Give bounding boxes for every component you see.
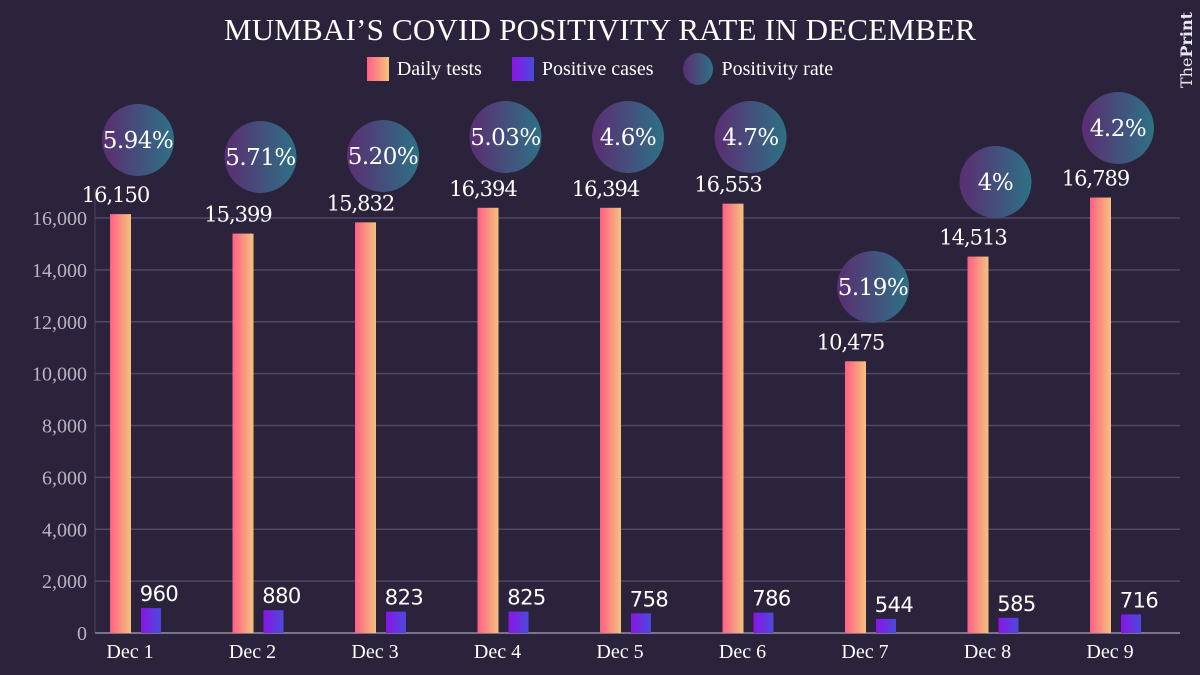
x-tick-label: Dec 8 bbox=[964, 641, 1011, 663]
y-tick-label: 6,000 bbox=[42, 467, 87, 489]
bar-daily-tests bbox=[1090, 197, 1111, 633]
label-positive-cases: 823 bbox=[385, 586, 424, 610]
label-daily-tests: 16,394 bbox=[449, 177, 517, 201]
label-positivity-rate: 4% bbox=[978, 170, 1014, 196]
positivity-rate-marker bbox=[224, 121, 297, 193]
label-positivity-rate: 5.19% bbox=[838, 275, 909, 301]
label-positive-cases: 585 bbox=[997, 592, 1036, 616]
bar-positive-cases bbox=[141, 608, 161, 633]
positivity-rate-marker bbox=[592, 101, 664, 173]
positivity-rate-marker bbox=[959, 146, 1032, 218]
label-positivity-rate: 5.71% bbox=[225, 145, 296, 171]
bar-daily-tests bbox=[845, 361, 866, 633]
y-tick-label: 8,000 bbox=[42, 416, 87, 438]
positivity-rate-marker bbox=[347, 120, 419, 192]
bar-positive-cases bbox=[386, 611, 406, 633]
positivity-rate-marker bbox=[1082, 92, 1154, 164]
positivity-rate-marker bbox=[714, 101, 787, 173]
label-positive-cases: 544 bbox=[875, 593, 914, 617]
y-tick-label: 10,000 bbox=[32, 364, 87, 386]
label-positive-cases: 786 bbox=[752, 587, 791, 611]
legend-label-positive-cases: Positive cases bbox=[541, 57, 654, 80]
label-positive-cases: 716 bbox=[1120, 588, 1159, 612]
label-positivity-rate: 4.7% bbox=[722, 125, 778, 151]
bar-daily-tests bbox=[232, 233, 254, 633]
label-positivity-rate: 5.20% bbox=[348, 144, 419, 170]
label-positive-cases: 825 bbox=[507, 586, 546, 610]
label-daily-tests: 15,832 bbox=[327, 191, 394, 215]
legend-item-positivity-rate: Positivity rate bbox=[683, 53, 833, 85]
legend-swatch-daily-tests bbox=[366, 57, 389, 81]
label-daily-tests: 14,513 bbox=[939, 226, 1006, 250]
label-positivity-rate: 5.94% bbox=[103, 128, 174, 154]
bar-positive-cases bbox=[1121, 614, 1141, 633]
x-tick-label: Dec 6 bbox=[719, 641, 766, 663]
x-tick-label: Dec 9 bbox=[1086, 641, 1133, 663]
x-tick-label: Dec 5 bbox=[596, 641, 643, 663]
bar-positive-cases bbox=[998, 617, 1019, 633]
label-positivity-rate: 4.2% bbox=[1090, 116, 1146, 142]
legend-swatch-positivity-rate bbox=[683, 53, 714, 85]
bar-positive-cases bbox=[508, 611, 529, 633]
bar-positive-cases bbox=[753, 612, 774, 633]
positivity-rate-marker bbox=[469, 101, 542, 173]
y-tick-label: 2,000 bbox=[42, 571, 87, 593]
legend-item-daily-tests: Daily tests bbox=[366, 57, 482, 81]
label-positive-cases: 758 bbox=[630, 587, 669, 611]
legend-label-positivity-rate: Positivity rate bbox=[721, 57, 834, 80]
label-daily-tests: 16,789 bbox=[1062, 167, 1129, 191]
bar-daily-tests bbox=[722, 203, 744, 633]
x-tick-label: Dec 1 bbox=[106, 641, 153, 663]
label-daily-tests: 15,399 bbox=[204, 203, 271, 227]
label-positive-cases: 880 bbox=[262, 584, 301, 608]
bar-daily-tests bbox=[600, 207, 621, 633]
x-tick-label: Dec 4 bbox=[474, 641, 521, 663]
y-tick-label: 16,000 bbox=[32, 208, 87, 230]
y-tick-label: 4,000 bbox=[42, 519, 87, 541]
x-tick-label: Dec 3 bbox=[351, 641, 398, 663]
legend-item-positive-cases: Positive cases bbox=[511, 57, 654, 81]
y-tick-label: 12,000 bbox=[32, 312, 87, 334]
label-positivity-rate: 4.6% bbox=[600, 125, 656, 151]
bar-daily-tests bbox=[110, 214, 131, 633]
label-positive-cases: 960 bbox=[140, 582, 179, 606]
bar-positive-cases bbox=[631, 613, 651, 633]
bar-positive-cases bbox=[876, 618, 896, 633]
y-tick-label: 14,000 bbox=[32, 260, 87, 282]
x-tick-label: Dec 2 bbox=[229, 641, 276, 663]
chart-title: MUMBAI’S COVID POSITIVITY RATE IN DECEMB… bbox=[223, 12, 977, 47]
label-daily-tests: 10,475 bbox=[817, 330, 884, 354]
legend: Daily tests Positive cases Positivity ra… bbox=[0, 53, 1200, 85]
y-tick-label: 0 bbox=[77, 623, 87, 645]
legend-label-daily-tests: Daily tests bbox=[396, 57, 482, 80]
bar-daily-tests bbox=[355, 222, 376, 634]
positivity-rate-marker bbox=[102, 104, 174, 176]
bar-positive-cases bbox=[263, 610, 284, 633]
bar-daily-tests bbox=[477, 207, 499, 633]
x-tick-label: Dec 7 bbox=[841, 641, 888, 663]
label-daily-tests: 16,553 bbox=[694, 173, 761, 197]
label-daily-tests: 16,150 bbox=[82, 183, 149, 207]
bar-daily-tests bbox=[967, 256, 989, 633]
label-positivity-rate: 5.03% bbox=[470, 125, 541, 151]
legend-swatch-positive-cases bbox=[511, 57, 534, 81]
label-daily-tests: 16,394 bbox=[572, 177, 640, 201]
positivity-rate-marker bbox=[837, 251, 909, 323]
